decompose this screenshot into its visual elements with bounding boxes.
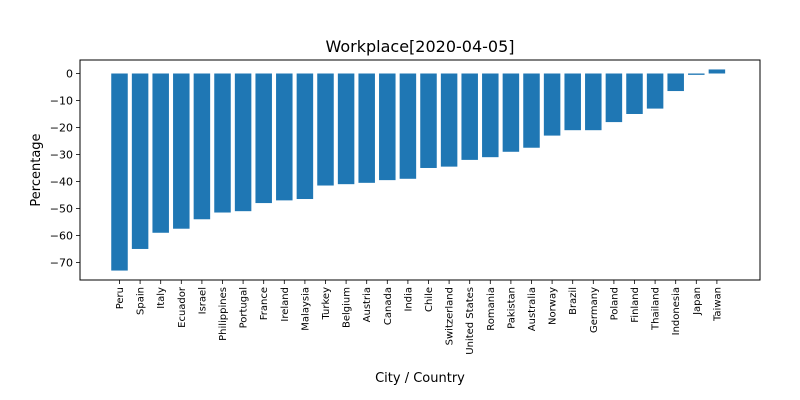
bar-australia [523,73,540,148]
y-axis: 0 −10 −20 −30 −40 −50 −60 −70 [50,67,80,269]
bar-brazil [564,73,581,131]
bar-ireland [276,73,293,201]
x-axis: Peru Spain Italy Ecuador Israel Philippines Po… [115,280,723,355]
bar-taiwan [708,69,726,74]
x-tick-label: Indonesia [671,287,682,335]
x-tick-label: Norway [548,287,559,325]
x-tick-label: Finland [630,287,641,323]
bar-austria [358,73,375,183]
bar-turkey [317,73,334,186]
x-tick-label: Romania [486,287,497,331]
x-tick-label: Israel [197,287,208,314]
y-tick-label: −50 [50,202,73,215]
x-tick-label: Taiwan [712,287,723,322]
bar-ecuador [173,73,190,229]
bar-chile [420,73,437,168]
x-tick-label: Poland [609,287,620,320]
plot-frame [79,59,761,281]
bar-indonesia [667,73,684,92]
x-tick-label: Spain [136,287,147,315]
bar-india [399,73,417,179]
bar-japan [688,73,705,75]
x-tick-label: Pakistan [506,287,517,329]
bar-finland [626,73,643,114]
bar-france [255,73,272,204]
x-tick-label: Thailand [651,287,662,331]
chart-title: Workplace[2020-04-05] [325,37,514,56]
x-tick-label: Brazil [568,287,579,315]
bar-germany [585,73,602,131]
y-tick-label: −30 [50,148,73,161]
x-tick-label: Peru [115,287,126,309]
bar-switzerland [440,73,458,167]
bar-norway [543,73,561,136]
bar-malaysia [296,73,314,200]
bar-thailand [646,73,664,109]
x-tick-label: Portugal [239,287,250,328]
x-tick-label: Japan [692,287,703,316]
x-tick-label: Belgium [342,287,353,328]
x-tick-label: Switzerland [445,287,456,345]
x-tick-label: India [403,287,414,312]
y-tick-label: 0 [66,67,73,80]
y-tick-label: −40 [50,175,73,188]
x-tick-label: France [259,287,270,320]
x-tick-label: Ireland [280,287,291,322]
x-tick-label: Canada [383,287,394,325]
x-tick-label: United States [465,287,476,355]
bar-poland [605,73,623,123]
y-axis-label: Percentage [29,133,44,206]
bar-spain [131,73,149,249]
bar-united-states [461,73,478,160]
bar-portugal [234,73,252,212]
y-tick-label: −10 [50,94,73,107]
x-tick-label: Austria [362,287,373,322]
bar-israel [193,73,211,220]
x-tick-label: Ecuador [177,286,188,328]
bar-pakistan [502,73,520,152]
x-tick-label: Turkey [321,287,332,321]
bar-italy [152,73,169,233]
bar-peru [111,73,128,271]
x-tick-label: Germany [589,287,600,333]
y-tick-label: −20 [50,121,73,134]
x-tick-label: Italy [156,287,167,309]
bar-canada [379,73,396,181]
x-tick-label: Chile [424,287,435,312]
bars-group [111,69,726,271]
bar-philippines [214,73,231,213]
y-tick-label: −60 [50,229,73,242]
x-tick-label: Philippines [218,287,229,341]
x-tick-label: Malaysia [300,287,311,331]
bar-romania [482,73,499,158]
y-tick-label: −70 [50,256,73,269]
x-tick-label: Australia [527,287,538,331]
x-axis-label: City / Country [375,371,465,386]
bar-belgium [337,73,355,185]
